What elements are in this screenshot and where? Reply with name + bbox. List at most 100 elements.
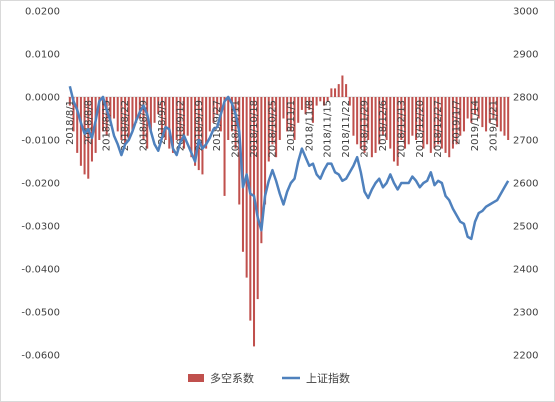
bar (418, 97, 421, 132)
x-tick-label: 2018/11/1 (286, 100, 297, 151)
x-tick-label: 2018/12/6 (378, 100, 389, 151)
bar (72, 97, 75, 132)
bar (216, 97, 219, 115)
bar (370, 97, 373, 158)
x-tick-label: 2018/8/29 (139, 100, 150, 151)
x-tick-label: 2018/8/22 (120, 100, 131, 151)
bar (407, 97, 410, 145)
bar (352, 97, 355, 136)
bar-series (68, 75, 510, 347)
bar (98, 97, 101, 140)
bar (415, 97, 418, 140)
bar (356, 97, 359, 145)
bar (492, 97, 495, 119)
bar (234, 97, 237, 149)
bar (389, 97, 392, 149)
bar (462, 97, 465, 132)
bar (289, 97, 292, 132)
right-tick-label: 2300 (513, 308, 538, 319)
x-tick-label: 2019/1/21 (488, 100, 499, 151)
bar (304, 97, 307, 115)
bar (253, 97, 256, 347)
bar (83, 97, 86, 175)
right-tick-label: 3000 (513, 7, 538, 18)
x-tick-label: 2018/10/11 (231, 100, 242, 158)
bar (348, 97, 351, 106)
bar (459, 97, 462, 136)
bar (319, 97, 322, 102)
bar (275, 97, 278, 158)
bar (381, 97, 384, 136)
bar (315, 97, 318, 106)
bar (297, 97, 300, 123)
bar (267, 97, 270, 162)
bar (208, 97, 211, 132)
bar (330, 88, 333, 97)
bar (175, 97, 178, 140)
bar (411, 97, 414, 136)
bar (127, 97, 130, 140)
bar (293, 97, 296, 140)
x-tick-label: 2018/8/8 (83, 100, 94, 145)
bar (334, 88, 337, 97)
bar (322, 97, 326, 106)
bar (477, 97, 480, 119)
bar (385, 97, 388, 140)
right-tick-label: 2700 (513, 136, 538, 147)
bar (326, 97, 329, 102)
x-axis-labels: 2018/8/1 2018/8/8 2018/8/15 2018/8/22 2018/8… (65, 100, 500, 158)
bar (212, 97, 215, 123)
bar (116, 97, 119, 132)
bar (392, 97, 395, 162)
bar (378, 97, 381, 145)
bar (488, 97, 491, 123)
bar (422, 97, 425, 149)
legend-label-bar: 多空系数 (210, 371, 254, 385)
bar (363, 97, 366, 153)
left-tick-label: -0.0300 (21, 222, 60, 233)
bar (201, 97, 204, 175)
bar (374, 97, 377, 153)
right-tick-label: 2500 (513, 222, 538, 233)
bar (183, 97, 186, 149)
x-tick-label: 2018/10/18 (249, 100, 260, 158)
bar (153, 97, 156, 123)
x-tick-label: 2018/8/1 (65, 100, 76, 145)
bar (485, 97, 488, 132)
legend-swatch-bar (188, 374, 204, 382)
bar (308, 97, 311, 110)
left-tick-label: 0.0200 (25, 7, 60, 18)
x-tick-label: 2018/11/22 (341, 100, 352, 158)
bar (345, 84, 348, 97)
bar (448, 97, 451, 158)
bar (168, 97, 171, 149)
legend-label-line: 上证指数 (306, 371, 350, 385)
bar (470, 97, 473, 123)
bar (311, 97, 314, 123)
bar (282, 97, 285, 119)
legend: 多空系数 上证指数 (188, 371, 350, 385)
bar (337, 84, 340, 97)
x-tick-label: 2018/12/13 (396, 100, 407, 158)
bar (264, 97, 267, 205)
x-tick-label: 2019/1/7 (452, 100, 463, 145)
bar (286, 97, 289, 132)
bar (164, 97, 167, 140)
right-axis: 3000 2900 2800 2700 2600 2500 2400 2300 2200 (513, 7, 538, 362)
bar (68, 97, 71, 106)
bar (367, 97, 370, 140)
bar (113, 97, 116, 119)
bar (474, 97, 477, 115)
bar (197, 97, 200, 171)
right-tick-label: 2400 (513, 265, 538, 276)
bar (481, 97, 484, 128)
bar (359, 97, 362, 149)
bar (245, 97, 248, 278)
bar (271, 97, 274, 145)
left-tick-label: -0.0100 (21, 136, 60, 147)
bar (179, 97, 182, 145)
bar (496, 97, 499, 128)
bar (131, 97, 134, 132)
